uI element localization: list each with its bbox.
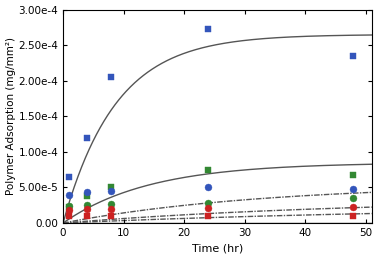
X-axis label: Time (hr): Time (hr) xyxy=(192,243,243,254)
Y-axis label: Polymer Adsorption (mg/mm²): Polymer Adsorption (mg/mm²) xyxy=(6,37,15,195)
